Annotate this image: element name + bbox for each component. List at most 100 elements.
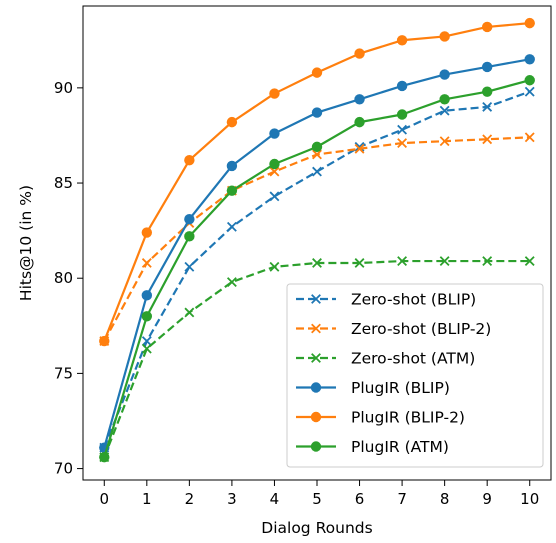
data-point xyxy=(439,136,450,147)
data-point xyxy=(141,343,152,354)
data-point xyxy=(354,141,365,152)
data-point xyxy=(312,149,322,160)
data-point xyxy=(524,132,535,143)
data-point xyxy=(269,128,280,139)
legend-label: PlugIR (BLIP-2) xyxy=(351,409,465,427)
data-point xyxy=(184,154,195,166)
data-point xyxy=(141,227,153,238)
data-point xyxy=(524,256,535,267)
data-point xyxy=(354,94,365,105)
data-point xyxy=(226,185,238,196)
data-point xyxy=(397,256,408,267)
data-point xyxy=(184,231,195,242)
data-point xyxy=(439,105,450,116)
y-axis-label: Hits@10 (in %) xyxy=(17,185,35,301)
x-tick-label: 4 xyxy=(270,490,280,508)
legend-label: PlugIR (ATM) xyxy=(351,438,449,456)
data-point xyxy=(439,94,450,105)
data-point xyxy=(482,134,493,145)
legend-label: Zero-shot (ATM) xyxy=(351,350,475,368)
x-tick-label: 7 xyxy=(397,490,407,508)
data-point xyxy=(397,138,408,148)
data-point xyxy=(226,221,237,232)
data-point xyxy=(269,261,280,272)
data-point xyxy=(141,311,153,322)
x-tick-label: 9 xyxy=(482,490,492,508)
x-tick-label: 8 xyxy=(440,490,450,508)
legend-marker xyxy=(311,353,321,363)
data-point xyxy=(396,35,408,46)
data-point xyxy=(311,67,323,78)
legend-label: Zero-shot (BLIP-2) xyxy=(351,320,491,338)
data-point xyxy=(524,17,535,29)
data-point xyxy=(481,86,493,97)
y-tick-label: 70 xyxy=(54,460,73,478)
data-point xyxy=(184,261,195,272)
data-point xyxy=(524,54,535,65)
x-tick-label: 3 xyxy=(227,490,237,508)
data-point xyxy=(482,101,493,112)
series-1 xyxy=(99,86,535,453)
legend-marker xyxy=(310,382,322,393)
legend-marker xyxy=(310,411,322,423)
data-point xyxy=(226,277,237,287)
data-point xyxy=(99,451,110,463)
legend-marker xyxy=(311,323,321,334)
legend-entry-2: Zero-shot (BLIP-2) xyxy=(296,320,491,338)
data-point xyxy=(439,69,450,80)
y-tick-label: 85 xyxy=(54,174,73,192)
data-point xyxy=(524,75,535,86)
data-point xyxy=(481,61,493,73)
data-point xyxy=(482,256,493,267)
data-point xyxy=(396,80,408,92)
legend-entry-1: Zero-shot (BLIP) xyxy=(296,291,476,309)
legend-marker xyxy=(311,294,321,304)
y-tick-label: 75 xyxy=(54,364,73,382)
legend-marker xyxy=(310,441,322,452)
data-point xyxy=(312,258,322,268)
data-point xyxy=(354,143,365,154)
legend-entry-4: PlugIR (BLIP) xyxy=(296,379,450,397)
data-point xyxy=(524,86,535,97)
data-point xyxy=(184,307,195,318)
data-point xyxy=(312,166,322,177)
legend-entry-3: Zero-shot (ATM) xyxy=(296,350,475,368)
y-tick-label: 80 xyxy=(54,269,73,287)
x-axis-label: Dialog Rounds xyxy=(261,519,372,537)
data-point xyxy=(99,335,110,347)
data-point xyxy=(354,48,365,59)
data-point xyxy=(396,109,408,120)
y-tick-label: 90 xyxy=(54,79,73,97)
data-point xyxy=(439,31,450,42)
data-point xyxy=(141,290,153,301)
legend-label: Zero-shot (BLIP) xyxy=(351,291,476,309)
legend-entry-6: PlugIR (ATM) xyxy=(296,438,449,456)
legend-box xyxy=(286,283,544,468)
data-point xyxy=(226,116,238,128)
data-point xyxy=(141,258,152,268)
series-5 xyxy=(99,17,535,347)
x-tick-label: 0 xyxy=(99,490,109,508)
x-tick-label: 6 xyxy=(355,490,365,508)
series-6 xyxy=(99,75,535,463)
axes-layer: 0 1 2 3 4 5 6 7 8 9 10 70 75 80 85 90 xyxy=(54,5,552,508)
x-tick-label: 2 xyxy=(185,490,195,508)
data-point xyxy=(311,107,323,118)
data-point xyxy=(141,336,152,346)
x-tick-label: 10 xyxy=(520,490,539,508)
data-point xyxy=(481,21,493,33)
data-point xyxy=(397,124,408,135)
data-point xyxy=(269,191,280,202)
data-point xyxy=(269,88,280,99)
legend-entry-5: PlugIR (BLIP-2) xyxy=(296,409,465,427)
data-point xyxy=(354,258,365,268)
x-tick-label: 1 xyxy=(142,490,152,508)
legend: Zero-shot (BLIP) Zero-shot (BLIP-2) Zero-s… xyxy=(286,283,544,468)
data-point xyxy=(226,160,238,172)
data-point xyxy=(311,141,323,153)
data-point xyxy=(269,158,280,170)
x-tick-label: 5 xyxy=(312,490,322,508)
data-point xyxy=(269,166,280,177)
series-layer xyxy=(99,17,535,463)
